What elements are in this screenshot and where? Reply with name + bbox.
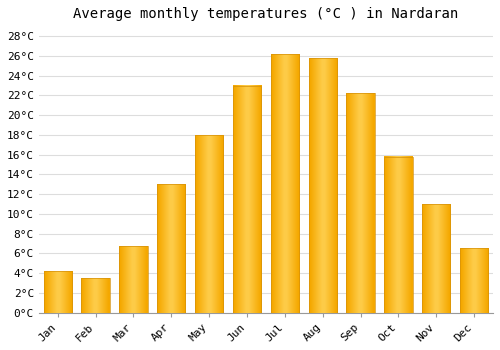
Bar <box>346 93 375 313</box>
Bar <box>384 156 412 313</box>
Bar <box>233 85 261 313</box>
Bar <box>82 278 110 313</box>
Bar <box>119 246 148 313</box>
Bar <box>44 271 72 313</box>
Bar <box>460 248 488 313</box>
Bar <box>157 184 186 313</box>
Title: Average monthly temperatures (°C ) in Nardaran: Average monthly temperatures (°C ) in Na… <box>74 7 458 21</box>
Bar <box>422 204 450 313</box>
Bar <box>195 135 224 313</box>
Bar <box>308 58 337 313</box>
Bar <box>270 54 299 313</box>
